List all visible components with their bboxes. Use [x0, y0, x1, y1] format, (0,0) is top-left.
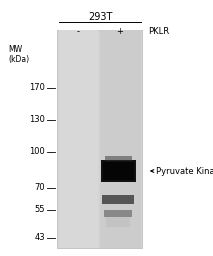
Bar	[57, 30, 142, 248]
Bar	[100, 30, 141, 248]
Text: Pyruvate Kinase (liver/RBC): Pyruvate Kinase (liver/RBC)	[156, 166, 213, 176]
Bar	[59, 30, 98, 248]
Text: 100: 100	[29, 147, 45, 156]
Text: 293T: 293T	[88, 12, 112, 22]
Bar	[104, 209, 132, 217]
Text: -: -	[76, 27, 79, 36]
Text: 130: 130	[29, 115, 45, 124]
Text: 170: 170	[29, 83, 45, 92]
Text: 55: 55	[35, 206, 45, 215]
Text: 70: 70	[34, 184, 45, 193]
Bar	[105, 156, 131, 161]
Bar	[102, 162, 134, 180]
Text: +: +	[117, 27, 124, 36]
Bar	[106, 217, 130, 227]
Text: MW
(kDa): MW (kDa)	[8, 45, 29, 65]
Bar	[102, 195, 134, 204]
Text: 43: 43	[34, 233, 45, 242]
Bar	[101, 160, 135, 182]
Text: PKLR: PKLR	[148, 27, 169, 36]
